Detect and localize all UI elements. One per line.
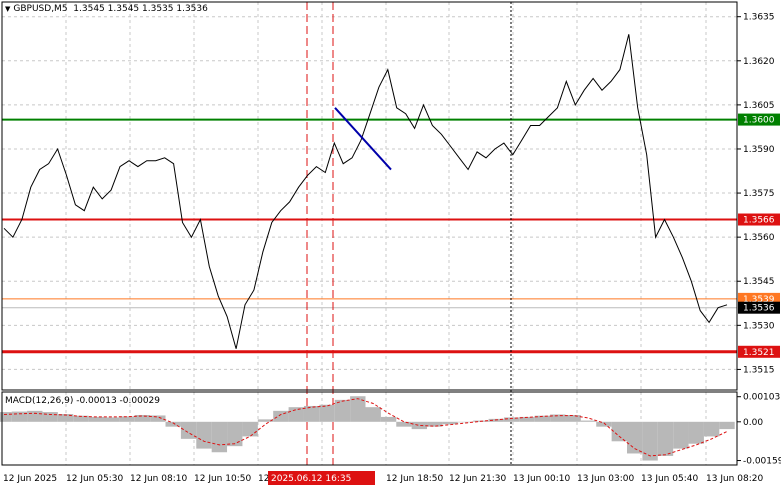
macd-histogram-bar bbox=[196, 421, 212, 449]
macd-histogram-bar bbox=[57, 414, 74, 422]
macd-histogram-bar bbox=[673, 421, 689, 449]
macd-histogram-bar bbox=[73, 415, 89, 422]
macd-histogram-bar bbox=[165, 421, 181, 427]
macd-histogram-bar bbox=[411, 421, 428, 430]
time-tick-label-partial: 12 bbox=[258, 474, 269, 484]
price-tick-label: 1.3545 bbox=[743, 277, 775, 287]
level-1-3521-label: 1.3521 bbox=[743, 348, 775, 358]
level-1-3536-tag bbox=[738, 301, 780, 314]
time-tick-label: 13 Jun 08:20 bbox=[706, 474, 763, 484]
price-tick-label: 1.3530 bbox=[743, 321, 775, 331]
macd-histogram-bar bbox=[134, 414, 151, 422]
macd-frame bbox=[1, 391, 738, 466]
time-tick-label: 12 Jun 18:50 bbox=[386, 474, 443, 484]
price-tick-label: 1.3605 bbox=[743, 101, 775, 111]
main-frame bbox=[1, 1, 738, 391]
macd-tick-label: 0.00103 bbox=[743, 393, 780, 403]
collapse-triangle-icon[interactable]: ▼ bbox=[5, 5, 11, 13]
macd-histogram-bar bbox=[442, 421, 458, 425]
macd-panel bbox=[0, 396, 735, 461]
time-tick-label: 13 Jun 03:00 bbox=[577, 474, 634, 484]
level-1-3600-tag bbox=[738, 113, 780, 126]
macd-histogram-bar bbox=[550, 414, 566, 422]
macd-histogram-bar bbox=[150, 415, 166, 422]
level-1-3566-tag bbox=[738, 213, 780, 226]
macd-histogram-bar bbox=[642, 421, 658, 461]
macd-histogram-bar bbox=[103, 417, 120, 422]
macd-histogram-bar bbox=[719, 421, 735, 430]
vertical-markers[interactable] bbox=[306, 2, 512, 465]
macd-histogram-bar bbox=[688, 421, 704, 444]
macd-histogram-bar bbox=[457, 421, 474, 423]
macd-histogram-bar bbox=[257, 419, 274, 422]
macd-histogram-bar bbox=[288, 407, 304, 422]
macd-histogram-bar bbox=[319, 404, 335, 422]
macd-tick-label: -0.00159 bbox=[743, 457, 781, 467]
time-highlight-box bbox=[268, 471, 375, 485]
macd-histogram-bar bbox=[565, 414, 581, 422]
macd-histogram-bar bbox=[503, 417, 520, 422]
macd-histogram-bar bbox=[596, 421, 612, 427]
macd-histogram-bar bbox=[0, 412, 12, 422]
price-tick-label: 1.3590 bbox=[743, 145, 775, 155]
macd-histogram-bar bbox=[427, 421, 443, 427]
price-tick-label: 1.3620 bbox=[743, 57, 775, 67]
trend-line[interactable] bbox=[334, 107, 392, 171]
price-tick-label: 1.3635 bbox=[743, 13, 775, 23]
macd-histogram-bar bbox=[88, 416, 104, 422]
level-1-3539-label: 1.3539 bbox=[743, 295, 775, 305]
macd-histogram-bar bbox=[242, 421, 258, 437]
macd-histogram-bar bbox=[657, 421, 674, 456]
macd-histogram-bar bbox=[396, 421, 412, 427]
time-tick-label: 13 Jun 05:40 bbox=[641, 474, 698, 484]
macd-histogram-bar bbox=[180, 421, 197, 439]
macd-histogram-bar bbox=[611, 421, 628, 442]
macd-histogram-bar bbox=[703, 421, 720, 437]
macd-histogram-bar bbox=[119, 416, 135, 422]
macd-histogram-bar bbox=[580, 420, 597, 422]
time-highlight-label: 2025.06.12 16:35 bbox=[271, 474, 351, 484]
level-1-3600-label: 1.3600 bbox=[743, 116, 775, 126]
price-series bbox=[3, 34, 728, 349]
macd-histogram-bar bbox=[227, 421, 243, 447]
macd-histogram-bar bbox=[380, 416, 397, 422]
level-1-3521-tag bbox=[738, 345, 780, 358]
macd-signal-line bbox=[3, 398, 728, 457]
level-1-3536-label: 1.3536 bbox=[743, 304, 775, 314]
macd-histogram-bar bbox=[273, 410, 289, 422]
macd-histogram-bar bbox=[303, 405, 320, 422]
macd-histogram-bar bbox=[11, 411, 28, 422]
ohlc-readout: 1.3545 1.3545 1.3535 1.3536 bbox=[73, 4, 208, 14]
macd-tick-label: 0.00 bbox=[743, 418, 763, 428]
macd-histogram-bar bbox=[334, 399, 351, 422]
time-tick-label: 12 Jun 05:30 bbox=[66, 474, 123, 484]
macd-header: MACD(12,26,9) -0.00013 -0.00029 bbox=[5, 396, 161, 406]
macd-histogram-bar bbox=[534, 415, 551, 422]
level-1-3566-label: 1.3566 bbox=[743, 216, 775, 226]
macd-histogram-bar bbox=[27, 410, 43, 422]
price-line bbox=[3, 34, 728, 349]
macd-histogram-bar bbox=[365, 407, 381, 422]
time-tick-label: 12 Jun 10:50 bbox=[194, 474, 251, 484]
chart-header: ▼ GBPUSD,M5 1.3545 1.3545 1.3535 1.3536 bbox=[5, 4, 208, 14]
time-tick-label: 13 Jun 00:10 bbox=[513, 474, 570, 484]
time-tick-label: 12 Jun 21:30 bbox=[449, 474, 506, 484]
macd-histogram-bar bbox=[211, 421, 228, 453]
price-tick-label: 1.3560 bbox=[743, 233, 775, 243]
macd-histogram-bar bbox=[42, 412, 58, 422]
price-tick-label: 1.3515 bbox=[743, 365, 775, 375]
price-tick-label: 1.3575 bbox=[743, 189, 775, 199]
symbol-label: GBPUSD,M5 bbox=[13, 4, 68, 14]
macd-histogram-bar bbox=[350, 396, 366, 422]
time-tick-label: 12 Jun 2025 bbox=[3, 474, 57, 484]
macd-histogram-bar bbox=[519, 416, 535, 422]
time-tick-label: 12 Jun 08:10 bbox=[130, 474, 187, 484]
